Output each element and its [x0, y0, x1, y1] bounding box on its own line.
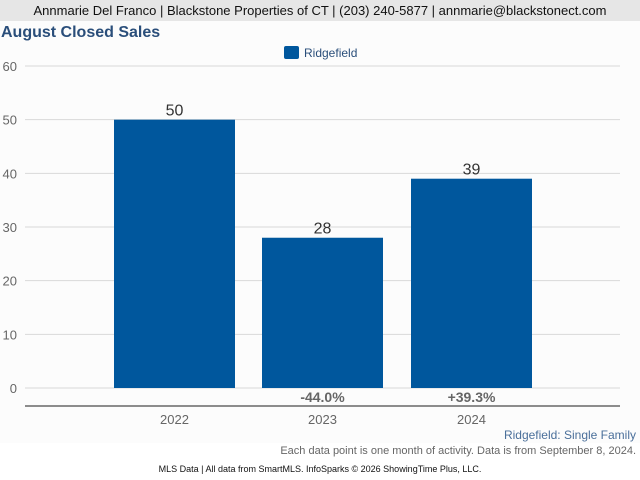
agent-contact-header: Annmarie Del Franco | Blackstone Propert…: [0, 0, 640, 21]
legend-swatch-ridgefield: [284, 46, 299, 59]
legend-label-ridgefield: Ridgefield: [304, 46, 357, 60]
y-tick-label-10: 10: [3, 327, 17, 342]
x-tick-label-2022: 2022: [160, 412, 189, 427]
y-tick-label-50: 50: [3, 113, 17, 128]
data-label-2023: 28: [314, 221, 332, 238]
legend: Ridgefield: [284, 46, 357, 60]
bars: [114, 119, 532, 389]
footer-attribution: MLS Data | All data from SmartMLS. InfoS…: [158, 464, 482, 474]
data-label-2024: 39: [463, 162, 481, 179]
chart-subtitle: Ridgefield: Single Family: [503, 428, 636, 442]
x-tick-label-2023: 2023: [308, 412, 337, 427]
chart-title: August Closed Sales: [1, 24, 161, 41]
data-label-2022: 50: [166, 103, 184, 120]
x-tick-label-2024: 2024: [457, 412, 486, 427]
change-label-2023: -44.0%: [300, 389, 345, 405]
y-tick-label-40: 40: [3, 166, 17, 181]
y-axis-ticks: 0 10 20 30 40 50 60: [3, 59, 17, 396]
bar-2024: [411, 178, 532, 388]
change-label-2024: +39.3%: [448, 389, 496, 405]
data-note: Each data point is one month of activity…: [280, 445, 636, 457]
y-tick-label-0: 0: [10, 381, 17, 396]
x-axis-ticks: 2022 2023 2024: [160, 412, 486, 427]
bar-2022: [114, 119, 235, 389]
y-tick-label-20: 20: [3, 274, 17, 289]
data-labels: 50 28 -44.0% 39 +39.3%: [166, 103, 496, 405]
y-tick-label-30: 30: [3, 220, 17, 235]
bar-2023: [262, 237, 383, 388]
y-tick-label-60: 60: [3, 59, 17, 74]
